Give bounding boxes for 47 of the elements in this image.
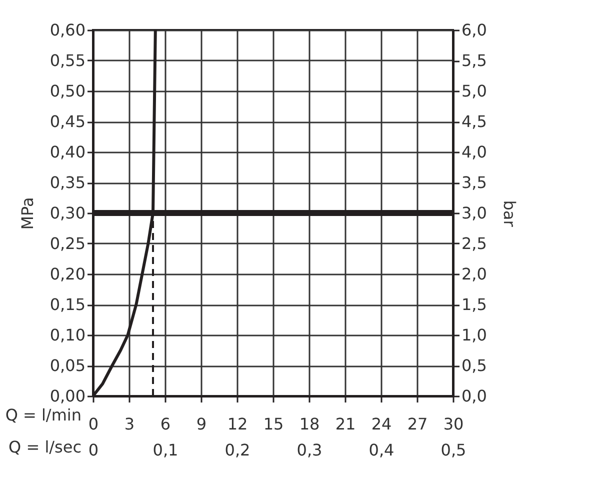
x2-tick-label: 0,5	[440, 440, 466, 460]
x-tick-label: 24	[371, 414, 392, 434]
y2-tick-label: 0,5	[462, 356, 487, 375]
y-tick-label: 0,55	[50, 51, 86, 70]
x-tick-label: 9	[196, 414, 207, 434]
x-tick-label: 6	[160, 414, 171, 434]
y-tick-label: 0,40	[50, 142, 86, 162]
x-tick-label: 3	[124, 414, 135, 434]
y2-tick-label: 2,0	[462, 264, 487, 284]
y2-tick-label: 4,0	[462, 142, 487, 162]
x2-axis-title: Q = l/sec	[8, 438, 82, 456]
x2-tick-label: 0,3	[296, 440, 322, 460]
y-tick-label: 0,60	[50, 20, 86, 40]
y2-tick-label: 2,5	[462, 234, 487, 253]
y-axis-title: MPa	[18, 197, 37, 230]
y2-tick-label: 0,0	[462, 386, 487, 406]
x-tick-label: 27	[407, 414, 428, 434]
y2-tick-label: 5,0	[462, 82, 487, 100]
y2-tick-label: 6,0	[462, 20, 487, 40]
y2-tick-label: 1,5	[462, 295, 487, 314]
x-tick-label: 30	[443, 414, 464, 434]
y2-tick-label: 3,0	[462, 204, 487, 222]
x2-tick-label: 0,4	[368, 440, 394, 460]
y-tick-label: 0,50	[50, 82, 86, 100]
x-tick-label: 21	[335, 414, 356, 434]
y2-tick-label: 5,5	[462, 51, 487, 70]
y2-axis-title: bar	[500, 200, 519, 228]
x-tick-label: 12	[227, 414, 248, 434]
y-tick-label: 0,20	[50, 264, 86, 284]
x-tick-label: 18	[299, 414, 320, 434]
x-tick-label: 0	[88, 414, 99, 434]
x-tick-label: 15	[263, 414, 284, 434]
x-axis-title: Q = l/min	[5, 406, 82, 424]
x2-tick-label: 0	[88, 440, 99, 460]
y-tick-label: 0,25	[50, 234, 86, 253]
x2-tick-label: 0,2	[224, 440, 250, 460]
y2-tick-label: 3,5	[462, 173, 487, 192]
y-tick-label: 0,30	[50, 204, 86, 222]
y-tick-label: 0,15	[50, 295, 86, 314]
y-tick-label: 0,00	[50, 386, 86, 406]
y-tick-label: 0,05	[50, 356, 86, 375]
x2-tick-label: 0,1	[152, 440, 178, 460]
y2-tick-label: 1,0	[462, 326, 487, 344]
y-tick-label: 0,45	[50, 112, 86, 131]
y-tick-label: 0,35	[50, 173, 86, 192]
y-tick-label: 0,10	[50, 326, 86, 344]
y2-tick-label: 4,5	[462, 112, 487, 131]
